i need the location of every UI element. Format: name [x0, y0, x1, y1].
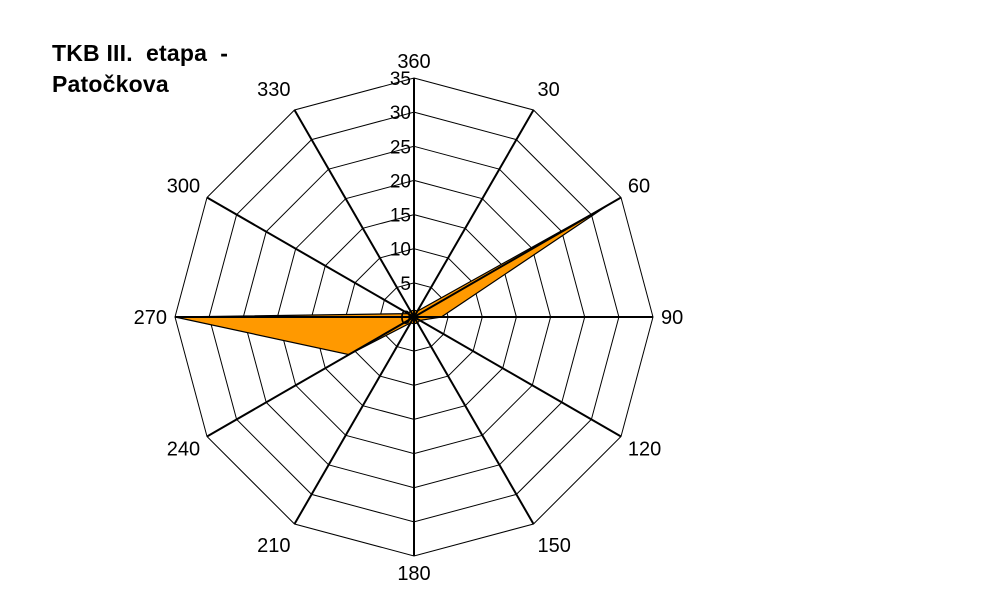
radial-tick-20: 20: [390, 171, 411, 192]
spoke-300: [206, 196, 415, 318]
angle-label-90: 90: [661, 307, 683, 329]
radial-tick-labels: 0 5 10 15 20 25 30 35: [390, 69, 411, 329]
angle-label-360: 360: [397, 51, 430, 73]
angle-label-60: 60: [628, 176, 650, 198]
chart-title-line-2: Patočkova: [52, 71, 169, 97]
spoke-60: [413, 196, 622, 318]
spoke-120: [413, 316, 622, 438]
angle-label-150: 150: [538, 535, 571, 557]
chart-title-line-1: TKB III. etapa -: [52, 40, 229, 66]
radial-tick-35: 35: [390, 69, 411, 90]
radial-tick-5: 5: [400, 274, 411, 295]
angle-label-270: 270: [134, 307, 167, 329]
spoke-30: [413, 109, 535, 318]
radial-tick-25: 25: [390, 137, 411, 158]
radial-tick-15: 15: [390, 206, 411, 227]
spokes: [175, 78, 653, 556]
radial-tick-0: 0: [400, 308, 411, 329]
angle-label-240: 240: [167, 439, 200, 461]
angle-label-120: 120: [628, 439, 661, 461]
spoke-240: [206, 316, 415, 438]
angle-label-180: 180: [397, 563, 430, 585]
angle-label-30: 30: [538, 79, 560, 101]
spoke-330: [293, 109, 415, 318]
angle-label-330: 330: [257, 79, 290, 101]
angle-label-210: 210: [257, 535, 290, 557]
radial-tick-30: 30: [390, 103, 411, 124]
chart-title: TKB III. etapa - Patočkova: [52, 38, 228, 100]
radial-tick-10: 10: [390, 240, 411, 261]
angle-label-300: 300: [167, 176, 200, 198]
spoke-150: [413, 316, 535, 525]
spoke-210: [293, 316, 415, 525]
